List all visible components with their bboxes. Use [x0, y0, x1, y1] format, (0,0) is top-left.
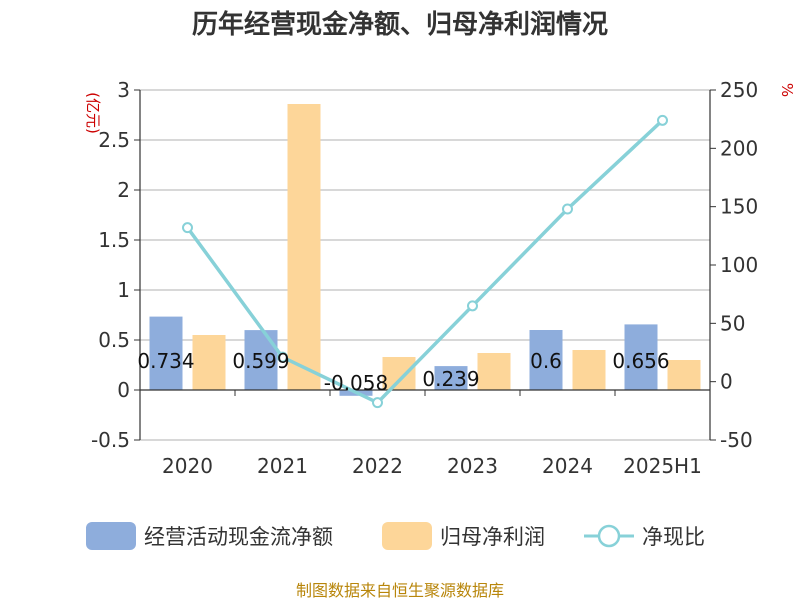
ratio-point — [467, 300, 478, 312]
legend-label[interactable]: 经营活动现金流净额 — [144, 525, 333, 549]
left-tick-label: 2 — [117, 178, 130, 202]
ratio-point — [562, 203, 573, 215]
left-axis-unit: (亿元) — [84, 92, 102, 134]
net-profit-bar — [477, 353, 511, 390]
right-tick-label: 100 — [720, 253, 758, 277]
net-profit-bar — [287, 104, 321, 390]
right-tick-label: 200 — [720, 136, 758, 160]
right-axis-unit: % — [778, 83, 796, 97]
ratio-point — [372, 397, 383, 409]
bar-value-label: 0.6 — [530, 349, 562, 373]
legend-label[interactable]: 净现比 — [642, 525, 705, 549]
x-category-label: 2023 — [447, 454, 498, 478]
legend-swatch — [86, 522, 136, 550]
ratio-line-path — [186, 119, 664, 405]
right-tick-label: 50 — [720, 311, 745, 335]
source-note: 制图数据来自恒生聚源数据库 — [296, 581, 504, 600]
net-profit-bar — [382, 357, 416, 390]
left-tick-label: 3 — [117, 78, 130, 102]
left-tick-label: 0 — [117, 378, 130, 402]
left-tick-label: -0.5 — [91, 428, 130, 452]
right-tick-label: 0 — [720, 370, 733, 394]
cashflow-bar — [149, 316, 183, 390]
net-profit-bar — [572, 350, 606, 390]
bar-value-label: -0.058 — [324, 371, 388, 395]
right-tick-label: 250 — [720, 78, 758, 102]
x-category-label: 2025H1 — [623, 454, 702, 478]
bar-value-label: 0.239 — [422, 367, 479, 391]
legend-label[interactable]: 归母净利润 — [440, 525, 545, 549]
x-category-label: 2021 — [257, 454, 308, 478]
bar-value-label: 0.656 — [612, 349, 669, 373]
ratio-point — [657, 114, 668, 126]
x-category-label: 2020 — [162, 454, 213, 478]
left-tick-label: 2.5 — [98, 128, 130, 152]
right-tick-label: 150 — [720, 195, 758, 219]
cashflow-bar — [529, 330, 563, 390]
ratio-line — [182, 114, 668, 409]
x-category-label: 2022 — [352, 454, 403, 478]
right-tick-label: -50 — [720, 428, 753, 452]
x-category-label: 2024 — [542, 454, 593, 478]
legend[interactable]: 经营活动现金流净额 归母净利润 净现比 — [86, 522, 705, 550]
gridlines — [140, 89, 710, 441]
left-tick-label: 1 — [117, 278, 130, 302]
net-profit-bar — [667, 360, 701, 390]
cashflow-bar — [624, 324, 658, 390]
axes: 3 2.5 2 1.5 1 0.5 0 -0.5 250 200 150 100 50 0 -50 2020 2… — [91, 78, 758, 478]
ratio-point — [182, 222, 193, 234]
data-labels: 0.734 0.599 -0.058 0.239 0.6 0.656 — [137, 349, 669, 395]
net-profit-bar — [192, 335, 226, 390]
bar-value-label: 0.734 — [137, 349, 194, 373]
chart-title: 历年经营现金净额、归母净利润情况 — [192, 9, 608, 40]
legend-swatch — [382, 522, 432, 550]
ratio-point — [277, 351, 288, 363]
left-tick-label: 1.5 — [98, 228, 130, 252]
cashflow-bar — [434, 366, 468, 390]
legend-marker — [597, 524, 621, 548]
bar-value-label: 0.599 — [232, 349, 289, 373]
left-tick-label: 0.5 — [98, 328, 130, 352]
